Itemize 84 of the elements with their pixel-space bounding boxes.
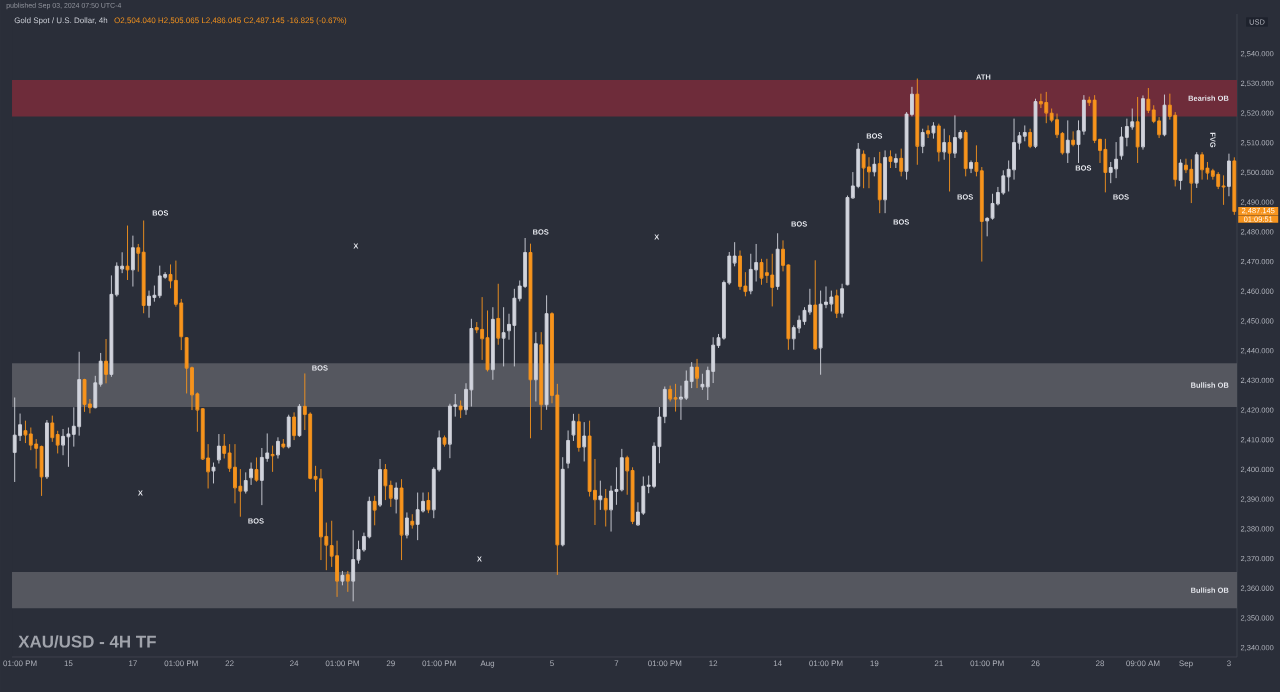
candlestick [501, 307, 506, 367]
candlestick [1178, 159, 1183, 190]
candlestick [963, 130, 968, 177]
candlestick [1162, 94, 1167, 137]
candlestick [254, 457, 259, 482]
candlestick [442, 435, 447, 447]
candlestick [566, 430, 570, 469]
candlestick [458, 400, 463, 419]
candlestick [1087, 96, 1092, 106]
candlestick [695, 358, 699, 389]
candlestick [560, 457, 565, 547]
candlestick [1146, 88, 1151, 114]
candlestick [576, 413, 581, 452]
text: XAU/USD - 4H TF [18, 635, 156, 648]
candlestick [582, 422, 587, 462]
candlestick [372, 495, 377, 526]
candlestick [292, 412, 296, 441]
candlestick [834, 289, 839, 318]
candlestick [104, 339, 108, 384]
candlestick [410, 514, 415, 529]
candlestick [813, 260, 818, 350]
candlestick [131, 235, 135, 287]
candlestick [270, 445, 275, 472]
candlestick [490, 307, 495, 380]
candlestick [222, 434, 227, 459]
candlestick [1194, 152, 1199, 188]
candlestick [1232, 157, 1237, 215]
candlestick [775, 233, 780, 290]
candlestick [378, 459, 382, 507]
candlestick [243, 472, 248, 494]
candlestick [872, 157, 877, 177]
candlestick [942, 128, 947, 160]
candlestick [98, 353, 103, 387]
candlestick [528, 243, 533, 439]
candlestick [893, 153, 898, 168]
candlestick [1071, 131, 1076, 147]
candlestick [141, 220, 146, 314]
candlestick [985, 217, 990, 237]
candlestick [1065, 120, 1070, 163]
candlestick [888, 150, 893, 168]
candlestick [276, 437, 280, 459]
candlestick [345, 571, 350, 592]
candlestick [55, 430, 60, 454]
candlestick [544, 295, 549, 410]
candlestick [496, 283, 501, 345]
candlestick [571, 413, 576, 441]
candlestick [931, 122, 936, 139]
candlestick [136, 244, 141, 272]
candlestick [915, 78, 920, 165]
candlestick [840, 283, 845, 318]
candlestick [426, 492, 431, 514]
candlestick [732, 242, 737, 267]
candlestick [1135, 96, 1140, 163]
candlestick [689, 362, 694, 389]
candlestick [598, 480, 603, 510]
candlestick [281, 439, 286, 449]
candlestick [533, 332, 538, 402]
candlestick [45, 420, 49, 479]
candlestick [603, 489, 608, 527]
candlestick [947, 135, 952, 192]
candlestick [920, 128, 925, 154]
candlestick [899, 148, 904, 177]
candlestick [93, 375, 98, 409]
candlestick [286, 414, 291, 449]
candlestick [399, 479, 404, 561]
candlestick [125, 225, 130, 280]
candlestick [1033, 98, 1038, 149]
candlestick [1227, 153, 1231, 197]
candlestick [340, 571, 345, 586]
candlestick [926, 125, 930, 138]
candlestick [211, 462, 216, 484]
candlestick [1028, 128, 1033, 149]
candlestick [297, 404, 302, 437]
candlestick [50, 415, 55, 442]
candlestick [394, 482, 399, 514]
candlestick [936, 123, 941, 162]
candlestick [539, 332, 544, 430]
candlestick [883, 150, 887, 214]
candlestick [216, 434, 221, 464]
candlestick [1141, 95, 1145, 150]
candlestick [877, 151, 882, 214]
candlestick [249, 462, 253, 485]
candlestick [969, 160, 973, 174]
candlestick [405, 512, 409, 539]
